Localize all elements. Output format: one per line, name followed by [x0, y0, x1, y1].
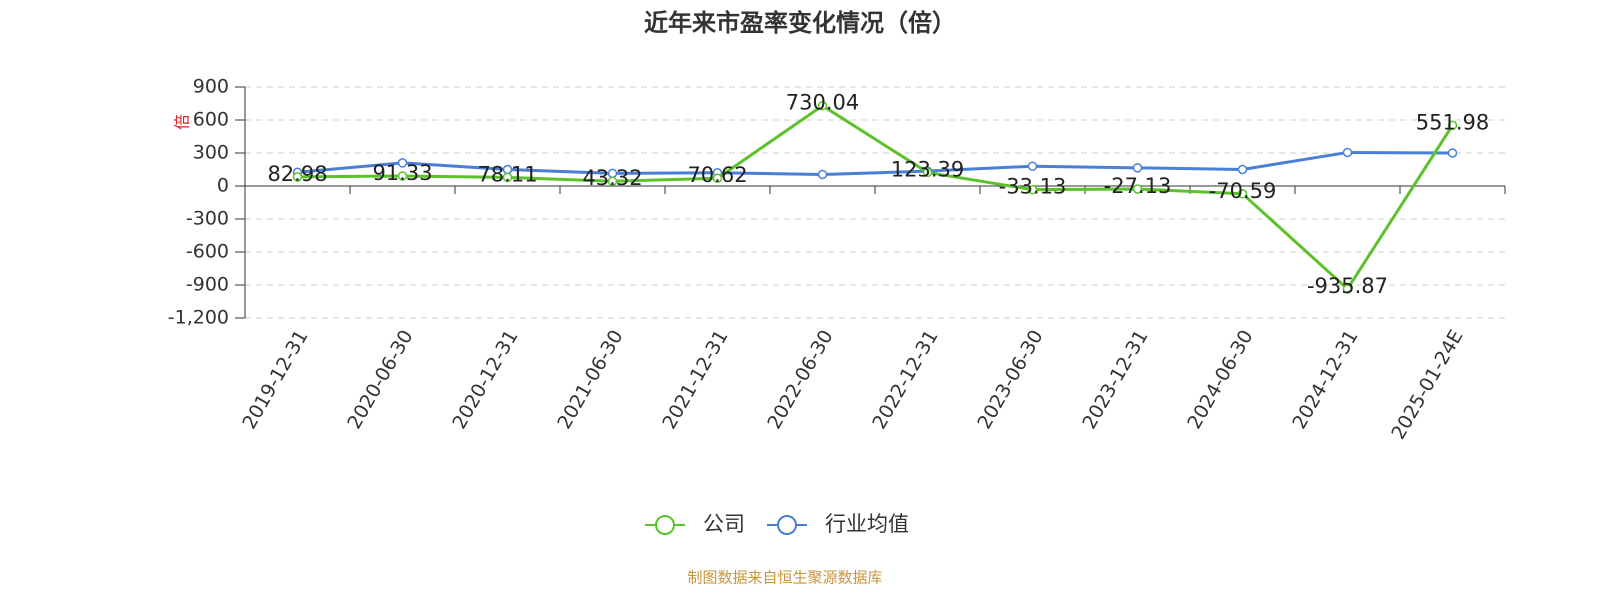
data-point [292, 172, 303, 182]
y-tick-label: 300 [193, 142, 229, 164]
data-point [1447, 148, 1458, 158]
series-line [297, 104, 1454, 291]
legend-label: 行业均值 [825, 512, 909, 536]
data-point [1342, 284, 1353, 294]
data-label: 78.11 [477, 162, 537, 186]
data-point [397, 158, 408, 168]
data-label: -33.13 [999, 175, 1067, 199]
data-point [1447, 120, 1458, 131]
data-point [1237, 189, 1248, 199]
data-point [1027, 184, 1038, 195]
x-tick-label: 2024-06-30 [1183, 326, 1257, 433]
data-point [817, 100, 828, 111]
x-tick-label: 2025-01-24E [1387, 326, 1467, 443]
legend-label: 公司 [703, 512, 745, 536]
data-point [817, 169, 828, 180]
data-point [712, 173, 723, 183]
data-label: 82.98 [267, 162, 327, 186]
data-label: -70.59 [1209, 179, 1277, 203]
data-point [1342, 147, 1353, 158]
x-tick-label: 2019-12-31 [238, 326, 312, 433]
x-tick-label: 2020-12-31 [448, 326, 522, 433]
y-tick-label: 0 [217, 175, 229, 197]
data-point [1132, 163, 1143, 173]
data-point [397, 171, 408, 181]
data-label: 551.98 [1416, 110, 1489, 134]
chart-title: 近年来市盈率变化情况（倍） [644, 9, 956, 37]
data-point [922, 167, 933, 178]
data-label: -27.13 [1104, 174, 1172, 198]
legend-marker [655, 515, 675, 535]
y-tick-label: -900 [186, 274, 229, 296]
data-point [1027, 161, 1038, 171]
y-tick-label: 900 [193, 76, 229, 98]
x-tick-label: 2022-12-31 [868, 326, 942, 433]
data-label: 123.39 [891, 157, 964, 181]
x-tick-label: 2020-06-30 [343, 326, 417, 433]
y-tick-label: -600 [186, 241, 229, 263]
data-label: -935.87 [1307, 274, 1388, 298]
legend-marker [777, 515, 797, 535]
data-label: 91.33 [372, 161, 432, 185]
data-label: 70.62 [687, 163, 747, 187]
x-tick-label: 2023-12-31 [1078, 326, 1152, 433]
x-tick-label: 2021-06-30 [553, 326, 627, 433]
source-note: 制图数据来自恒生聚源数据库 [687, 569, 882, 587]
data-label: 730.04 [786, 91, 859, 115]
data-label: 43.32 [582, 166, 642, 190]
y-tick-label: -300 [186, 208, 229, 230]
y-tick-label: 600 [193, 109, 229, 131]
x-tick-label: 2024-12-31 [1288, 326, 1362, 433]
data-point [502, 172, 513, 183]
x-tick-label: 2023-06-30 [973, 326, 1047, 433]
data-point [607, 176, 618, 186]
series-line [297, 150, 1453, 176]
x-tick-label: 2022-06-30 [763, 326, 837, 433]
data-point [1237, 164, 1248, 175]
x-tick-label: 2021-12-31 [658, 326, 732, 433]
y-axis-label: 倍 [173, 114, 192, 130]
y-tick-label: -1,200 [168, 307, 229, 329]
data-point [1132, 184, 1143, 194]
